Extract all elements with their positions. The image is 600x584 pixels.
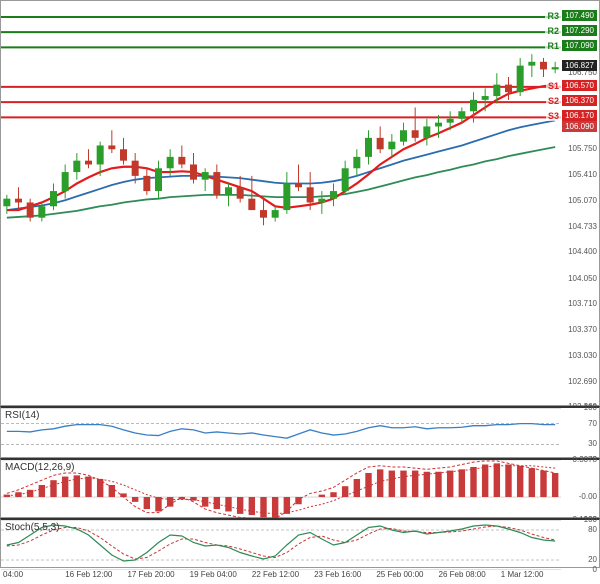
- price-tick: 103.710: [568, 299, 597, 308]
- resistance-value-box: 107.290: [562, 25, 597, 36]
- stoch-label: Stoch(5,5,3): [5, 522, 59, 533]
- price-tick: 105.750: [568, 144, 597, 153]
- support-value-box: 106.570: [562, 80, 597, 91]
- stoch-panel[interactable]: Stoch(5,5,3) 10080200: [0, 518, 600, 568]
- time-tick: 16 Feb 12:00: [65, 570, 112, 579]
- price-tick: 103.030: [568, 351, 597, 360]
- price-tick: 104.050: [568, 274, 597, 283]
- resistance-value-box: 107.490: [562, 10, 597, 21]
- price-chart-svg: [1, 1, 600, 407]
- support-value-box: 106.370: [562, 95, 597, 106]
- support-label: S3: [546, 111, 561, 121]
- macd-svg: [1, 460, 600, 520]
- resistance-label: R1: [545, 41, 561, 51]
- current-price-box: 106.827: [562, 60, 597, 71]
- time-tick: 1 Mar 12:00: [501, 570, 544, 579]
- time-tick: 25 Feb 00:00: [376, 570, 423, 579]
- rsi-panel[interactable]: RSI(14) 10070300: [0, 406, 600, 458]
- support-label: S1: [546, 81, 561, 91]
- price-tick: 105.410: [568, 170, 597, 179]
- stoch-svg: [1, 520, 600, 570]
- time-tick: 17 Feb 20:00: [127, 570, 174, 579]
- price-tick: 105.070: [568, 196, 597, 205]
- price-chart-panel[interactable]: 107.090106.750106.410106.070105.750105.4…: [0, 0, 600, 406]
- time-tick: 04:00: [3, 570, 23, 579]
- resistance-label: R2: [545, 26, 561, 36]
- resistance-label: R3: [545, 11, 561, 21]
- time-tick: 23 Feb 16:00: [314, 570, 361, 579]
- support-value-box: 106.170: [562, 110, 597, 121]
- support-label: S2: [546, 96, 561, 106]
- resistance-value-box: 107.090: [562, 40, 597, 51]
- price-tick: 104.400: [568, 247, 597, 256]
- macd-label: MACD(12,26,9): [5, 462, 74, 473]
- price-tick: 103.370: [568, 325, 597, 334]
- time-tick: 19 Feb 04:00: [190, 570, 237, 579]
- macd-panel[interactable]: MACD(12,26,9) 0.3078-0.00-0.1909: [0, 458, 600, 518]
- rsi-svg: [1, 408, 600, 460]
- time-tick: 26 Feb 08:00: [439, 570, 486, 579]
- rsi-label: RSI(14): [5, 410, 39, 421]
- time-axis: 04:00 16 Feb 12:00 17 Feb 20:00 19 Feb 04:0…: [0, 568, 600, 584]
- price-tick: 102.690: [568, 377, 597, 386]
- time-tick: 22 Feb 12:00: [252, 570, 299, 579]
- price-tick: 104.733: [568, 222, 597, 231]
